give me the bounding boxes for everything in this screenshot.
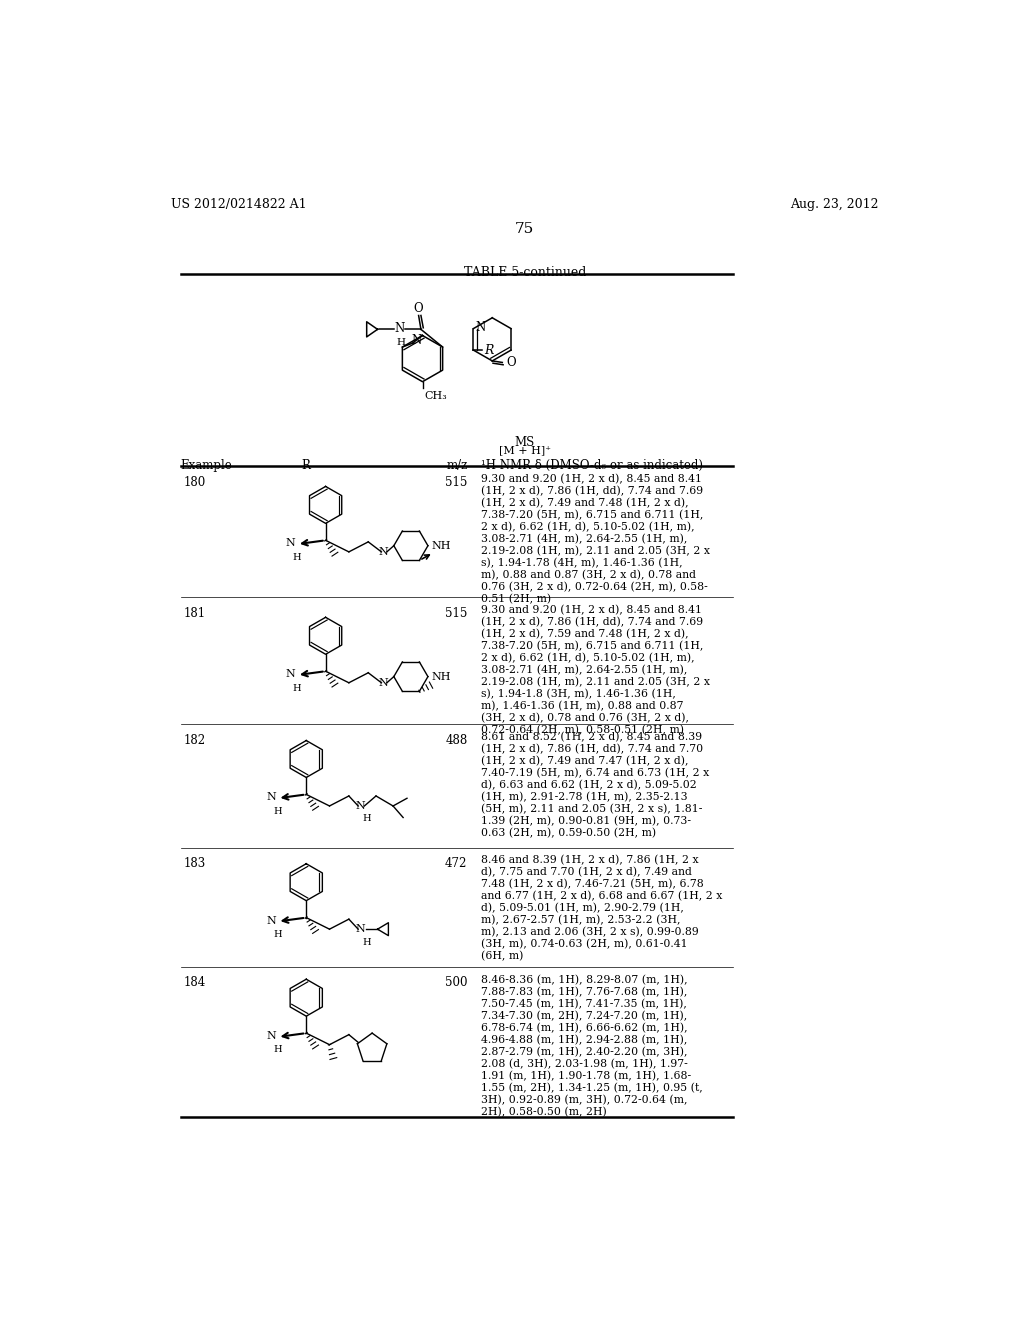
Text: 472: 472 [445,857,467,870]
Text: NH: NH [432,541,452,550]
Text: 184: 184 [183,977,206,989]
Text: O: O [506,356,516,370]
Text: N: N [355,924,366,935]
Text: US 2012/0214822 A1: US 2012/0214822 A1 [171,198,306,211]
Text: N: N [355,801,366,810]
Text: R: R [484,343,494,356]
Text: H: H [396,338,406,347]
Text: N: N [286,669,296,680]
Text: N: N [476,321,486,334]
Text: O: O [413,302,423,315]
Text: Aug. 23, 2012: Aug. 23, 2012 [791,198,879,211]
Text: N: N [266,916,276,925]
Text: N: N [286,539,296,548]
Text: H: H [362,814,371,824]
Text: H: H [292,684,301,693]
Text: H: H [273,1045,282,1055]
Text: H: H [273,807,282,816]
Text: m/z: m/z [446,459,467,471]
Text: N: N [412,334,422,347]
Text: N: N [379,677,389,688]
Text: 9.30 and 9.20 (1H, 2 x d), 8.45 and 8.41
(1H, 2 x d), 7.86 (1H, dd), 7.74 and 7.: 9.30 and 9.20 (1H, 2 x d), 8.45 and 8.41… [480,605,710,735]
Text: 182: 182 [183,734,206,747]
Text: ¹H NMR δ (DMSO-d₆ or as indicated): ¹H NMR δ (DMSO-d₆ or as indicated) [480,459,702,471]
Text: R: R [302,459,310,471]
Text: N: N [266,1031,276,1041]
Text: N: N [379,546,389,557]
Text: 180: 180 [183,475,206,488]
Text: TABLE 5-continued: TABLE 5-continued [464,267,586,280]
Text: NH: NH [432,672,452,681]
Text: 9.30 and 9.20 (1H, 2 x d), 8.45 and 8.41
(1H, 2 x d), 7.86 (1H, dd), 7.74 and 7.: 9.30 and 9.20 (1H, 2 x d), 8.45 and 8.41… [480,474,710,605]
Text: 8.46 and 8.39 (1H, 2 x d), 7.86 (1H, 2 x
d), 7.75 and 7.70 (1H, 2 x d), 7.49 and: 8.46 and 8.39 (1H, 2 x d), 7.86 (1H, 2 x… [480,855,722,962]
Text: 183: 183 [183,857,206,870]
Text: CH₃: CH₃ [425,391,447,401]
Text: 488: 488 [445,734,467,747]
Text: 8.46-8.36 (m, 1H), 8.29-8.07 (m, 1H),
7.88-7.83 (m, 1H), 7.76-7.68 (m, 1H),
7.50: 8.46-8.36 (m, 1H), 8.29-8.07 (m, 1H), 7.… [480,974,702,1117]
Text: MS: MS [515,436,535,449]
Text: N: N [394,322,404,335]
Text: 75: 75 [515,222,535,235]
Text: 8.61 and 8.52 (1H, 2 x d), 8.45 and 8.39
(1H, 2 x d), 7.86 (1H, dd), 7.74 and 7.: 8.61 and 8.52 (1H, 2 x d), 8.45 and 8.39… [480,733,709,838]
Text: Example: Example [180,459,232,471]
Text: 500: 500 [445,977,467,989]
Text: 181: 181 [183,607,206,619]
Text: 515: 515 [445,475,467,488]
Text: 515: 515 [445,607,467,619]
Text: [M + H]⁺: [M + H]⁺ [499,446,551,455]
Text: H: H [362,937,371,946]
Text: H: H [273,929,282,939]
Text: N: N [266,792,276,803]
Text: H: H [292,553,301,561]
